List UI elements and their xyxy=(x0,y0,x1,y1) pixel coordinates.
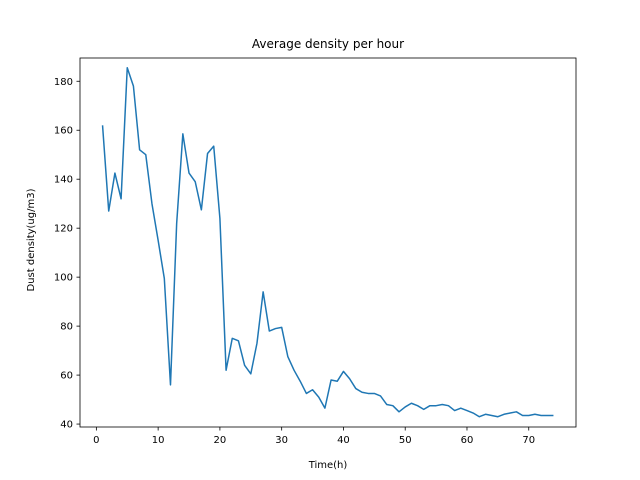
x-tick-label: 30 xyxy=(275,435,288,446)
y-tick-label: 160 xyxy=(54,126,73,137)
plot-area xyxy=(79,57,577,428)
x-tick-label: 60 xyxy=(461,435,474,446)
x-tick-label: 40 xyxy=(337,435,350,446)
axes-frame xyxy=(79,57,577,428)
x-axis: 0 10 20 30 40 50 60 70 xyxy=(93,427,535,446)
y-tick-label: 80 xyxy=(60,322,73,333)
y-tick-label: 120 xyxy=(54,224,73,235)
x-tick-label: 20 xyxy=(214,435,227,446)
y-tick-label: 100 xyxy=(54,273,73,284)
chart-title: Average density per hour xyxy=(252,37,404,51)
x-tick-label: 10 xyxy=(152,435,165,446)
y-axis-label: Dust density(ug/m3) xyxy=(26,188,37,291)
y-tick-label: 180 xyxy=(54,77,73,88)
series-line xyxy=(101,67,554,418)
x-tick-label: 50 xyxy=(399,435,412,446)
y-tick-label: 40 xyxy=(60,420,73,431)
x-axis-label: Time(h) xyxy=(308,460,348,471)
y-axis: 40 60 80 100 120 140 160 180 xyxy=(54,77,80,431)
x-tick-label: 70 xyxy=(522,435,535,446)
x-tick-label: 0 xyxy=(93,435,99,446)
y-tick-label: 140 xyxy=(54,175,73,186)
y-tick-label: 60 xyxy=(60,371,73,382)
